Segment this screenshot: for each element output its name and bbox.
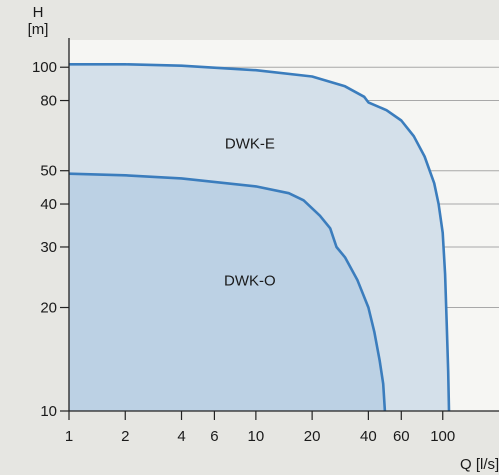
y-tick-label: 80: [40, 93, 57, 110]
y-tick-label: 50: [40, 163, 57, 180]
x-tick-label: 1: [65, 428, 73, 445]
x-tick-label: 20: [304, 428, 321, 445]
x-ticks: 1 2 4 6 10 20 40 60 100: [65, 411, 455, 445]
x-tick-label: 60: [393, 428, 410, 445]
series-line: [68, 172, 387, 412]
series-area: [69, 173, 385, 411]
y-tick-label: 100: [32, 59, 57, 76]
y-ticks: 10 20 30 40 50 80 100: [32, 59, 69, 420]
x-tick-label: 4: [177, 428, 185, 445]
y-axis-title-line2: [m]: [28, 21, 49, 38]
y-axis-title-line1: H: [33, 4, 44, 21]
y-tick-label: 10: [40, 403, 57, 420]
series-label: DWK-O: [224, 272, 276, 289]
x-tick-label: 10: [248, 428, 265, 445]
y-tick-label: 40: [40, 196, 57, 213]
x-tick-label: 6: [210, 428, 218, 445]
y-tick-label: 30: [40, 239, 57, 256]
series-labels: DWK-E DWK-O: [224, 135, 276, 289]
series-line: [69, 63, 451, 412]
x-tick-label: 100: [430, 428, 455, 445]
series-areas: [68, 63, 451, 412]
y-tick-label: 20: [40, 300, 57, 317]
x-tick-label: 2: [121, 428, 129, 445]
x-axis-title: Q [l/s]: [460, 456, 499, 473]
x-tick-label: 40: [360, 428, 377, 445]
series-label: DWK-E: [225, 135, 275, 152]
